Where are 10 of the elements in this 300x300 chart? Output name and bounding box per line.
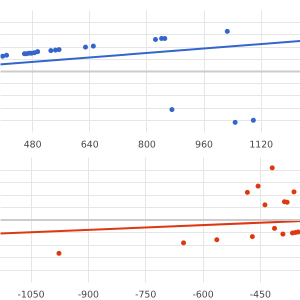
x-tick-label: -750 — [135, 290, 156, 300]
x-tick-label: 800 — [138, 140, 156, 150]
x-tick-label: -1050 — [18, 290, 45, 300]
x-tick-label: -900 — [78, 290, 100, 300]
x-tick-label: 960 — [195, 140, 214, 150]
x-tick-label: 1120 — [249, 140, 274, 150]
x-tick-label: -450 — [250, 290, 272, 300]
x-tick-label: 640 — [80, 140, 99, 150]
x-tick-label: 480 — [24, 140, 42, 150]
x-tick-label: -600 — [192, 290, 214, 300]
